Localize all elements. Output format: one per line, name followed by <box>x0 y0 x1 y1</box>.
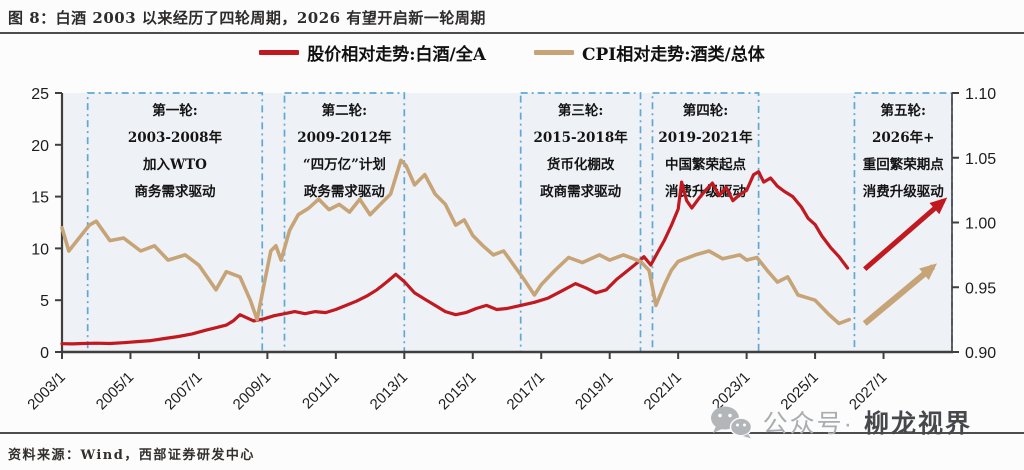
cycle-annotation-text: “四万亿”计划 <box>303 156 386 173</box>
x-tick-label: 2005/1 <box>93 369 137 413</box>
x-tick-label: 2025/1 <box>777 369 821 413</box>
series-line-1 <box>60 158 852 326</box>
bottom-divider <box>0 432 1024 434</box>
x-tick-label: 2011/1 <box>299 369 343 413</box>
cycle-annotation-box-2 <box>283 92 406 353</box>
legend-label: 股价相对走势:白酒/全A <box>307 44 486 65</box>
figure-title-row: 图 8：白酒 2003 以来经历了四轮周期，2026 有望开启新一轮周期 <box>0 0 1024 32</box>
right-tick-label: 0.95 <box>965 280 996 297</box>
left-tick-label: 20 <box>31 138 49 155</box>
cycle-annotation-text: 政商需求驱动 <box>540 183 621 200</box>
x-tick-label: 2015/1 <box>435 369 479 413</box>
forecast-arrow-1 <box>862 263 938 326</box>
cycle-annotation-text: 2009-2012年 <box>297 129 392 146</box>
left-tick-label: 15 <box>31 190 49 207</box>
forecast-arrow-0 <box>863 197 948 272</box>
x-tick-label: 2013/1 <box>367 369 411 413</box>
x-tick-label: 2019/1 <box>572 369 616 413</box>
right-tick-label: 1.00 <box>965 216 996 233</box>
left-tick-label: 0 <box>40 345 49 362</box>
chart-area: 第一轮: 2003-2008年 加入WTO 商务需求驱动 第二轮: 2009-2012年 “… <box>0 70 1024 432</box>
cycle-annotation-text: 2015-2018年 <box>533 129 628 146</box>
left-tick-label: 10 <box>31 241 49 258</box>
red-line-swatch <box>259 49 300 55</box>
cycle-annotation-box-3 <box>519 92 642 353</box>
cycle-annotation-text: 商务需求驱动 <box>134 183 215 200</box>
cycle-annotation-box-1 <box>86 92 264 353</box>
cycle-annotation-text: 加入WTO <box>142 157 207 173</box>
left-tick-label: 25 <box>31 86 49 103</box>
x-tick-label: 2021/1 <box>641 369 685 413</box>
cycle-annotation-text: 中国繁荣起点 <box>665 156 746 173</box>
x-tick-label: 2027/1 <box>846 369 890 413</box>
x-tick-label: 2003/1 <box>24 369 68 413</box>
legend-item-cpi-relative: CPI相对走势:酒类/总体 <box>533 40 765 65</box>
footer: 资料来源：Wind，西部证券研发中心 <box>0 436 1024 470</box>
x-tick-label: 2009/1 <box>230 369 274 413</box>
cycle-annotation-text: 2003-2008年 <box>128 129 223 146</box>
cycle-annotation-text: 政务需求驱动 <box>304 183 385 200</box>
cycle-annotation-text: 消费升级驱动 <box>863 183 944 200</box>
right-tick-label: 0.90 <box>965 345 996 362</box>
legend-label: CPI相对走势:酒类/总体 <box>581 44 765 65</box>
cycle-annotation-text: 第一轮: <box>152 102 197 119</box>
left-tick-label: 5 <box>40 293 49 310</box>
source-note: 资料来源：Wind，西部证券研发中心 <box>8 447 255 463</box>
cycle-annotation-text: 重回繁荣期点 <box>863 156 944 173</box>
right-tick-label: 1.10 <box>965 86 996 103</box>
cycle-annotation-text: 第四轮: <box>683 102 728 119</box>
figure-title: 图 8：白酒 2003 以来经历了四轮周期，2026 有望开启新一轮周期 <box>8 9 486 27</box>
title-divider <box>0 32 1024 34</box>
right-tick-label: 1.05 <box>965 151 996 168</box>
legend-item-stock-relative: 股价相对走势:白酒/全A <box>259 40 486 65</box>
tan-line-swatch <box>533 49 574 55</box>
x-tick-label: 2017/1 <box>504 369 548 413</box>
cycle-annotation-text: 2019-2021年 <box>658 129 753 146</box>
cycle-annotation-box-4 <box>651 92 760 353</box>
cycle-annotation-text: 第五轮: <box>880 102 925 119</box>
cycle-annotation-text: 2026年+ <box>872 129 934 146</box>
series-line-0 <box>60 170 850 346</box>
cycle-annotation-text: 第二轮: <box>322 102 367 119</box>
cycle-annotation-text: 货币化棚改 <box>546 156 615 173</box>
cycle-annotation-text: 第三轮: <box>558 102 603 119</box>
chart-legend: 股价相对走势:白酒/全A CPI相对走势:酒类/总体 <box>0 34 1024 70</box>
x-tick-label: 2023/1 <box>709 369 753 413</box>
x-tick-label: 2007/1 <box>161 369 205 413</box>
